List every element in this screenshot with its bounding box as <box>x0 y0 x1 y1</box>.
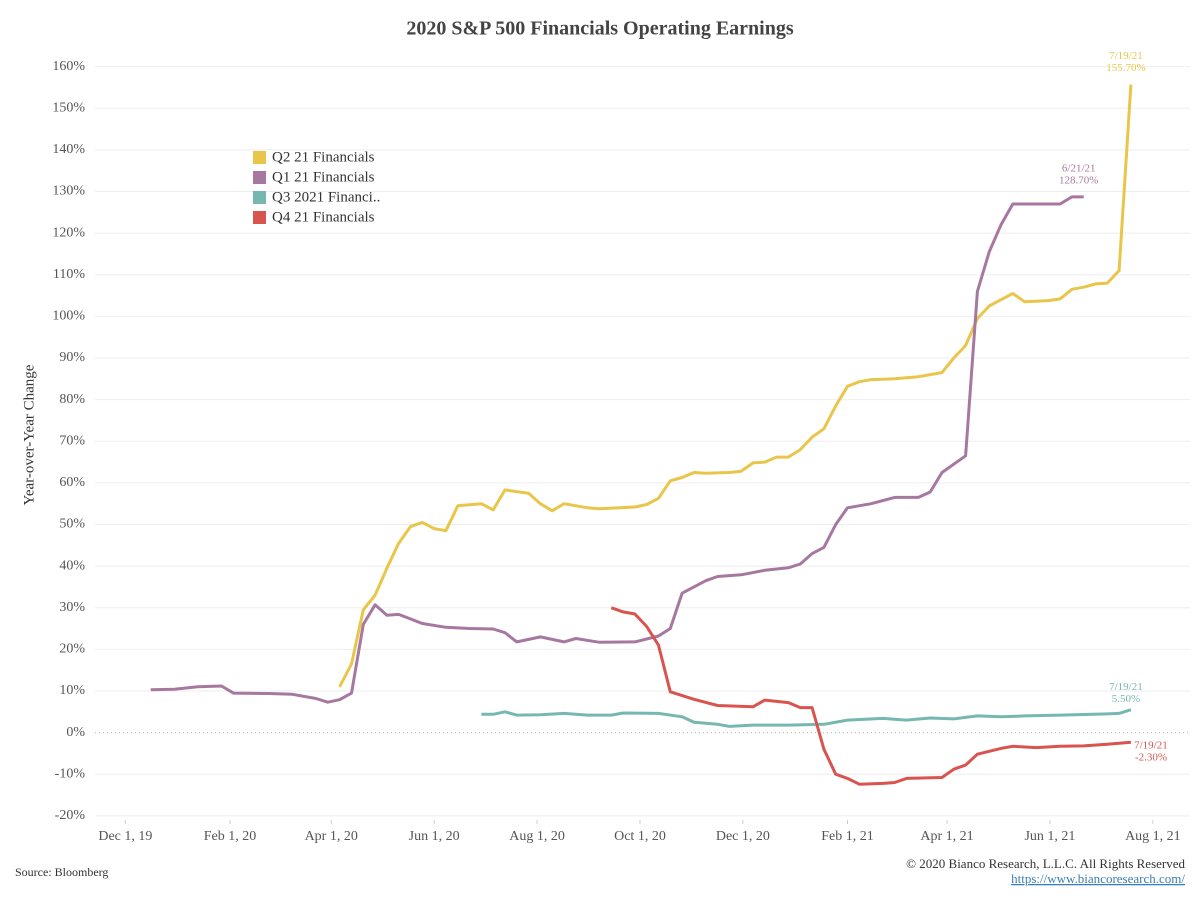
x-tick-label: Dec 1, 19 <box>98 829 152 844</box>
x-tick-label: Jun 1, 21 <box>1024 829 1075 844</box>
end-label: 7/19/21 <box>1109 681 1143 693</box>
x-tick-label: Feb 1, 21 <box>821 829 874 844</box>
end-label: 5.50% <box>1112 693 1140 705</box>
series-line <box>150 195 1084 704</box>
y-tick-label: 30% <box>59 600 85 615</box>
y-tick-label: 160% <box>52 59 85 74</box>
copyright: © 2020 Bianco Research, L.L.C. All Right… <box>906 856 1185 871</box>
y-tick-label: 150% <box>52 100 85 115</box>
y-tick-label: 80% <box>59 392 85 407</box>
y-tick-label: 110% <box>53 267 85 282</box>
end-label: -2.30% <box>1135 752 1167 764</box>
legend-label: Q2 21 Financials <box>272 149 375 165</box>
end-label: 128.70% <box>1059 174 1098 186</box>
y-tick-label: 60% <box>59 475 85 490</box>
x-tick-label: Feb 1, 20 <box>204 829 257 844</box>
legend-swatch <box>253 171 266 184</box>
y-tick-label: 40% <box>59 558 85 573</box>
y-tick-label: 0% <box>66 725 85 740</box>
x-tick-label: Oct 1, 20 <box>614 829 666 844</box>
y-tick-label: 10% <box>59 683 85 698</box>
y-tick-label: 50% <box>59 517 85 532</box>
y-axis-label: Year-over-Year Change <box>21 364 37 505</box>
y-tick-label: 130% <box>52 184 85 199</box>
legend-swatch <box>253 151 266 164</box>
end-label: 7/19/21 <box>1134 740 1168 752</box>
end-label: 155.70% <box>1106 62 1145 74</box>
legend-label: Q4 21 Financials <box>272 209 375 225</box>
legend-swatch <box>253 211 266 224</box>
x-tick-label: Dec 1, 20 <box>716 829 770 844</box>
url-link[interactable]: https://www.biancoresearch.com/ <box>1011 871 1185 886</box>
x-tick-label: Jun 1, 20 <box>409 829 460 844</box>
legend-label: Q1 21 Financials <box>272 169 375 185</box>
series-line <box>610 606 1132 786</box>
legend-label: Q3 2021 Financi.. <box>272 189 380 205</box>
series-line <box>481 708 1132 728</box>
end-label: 6/21/21 <box>1062 162 1096 174</box>
x-tick-label: Aug 1, 20 <box>509 829 565 844</box>
series-line <box>338 84 1133 688</box>
y-tick-label: 20% <box>59 642 85 657</box>
y-tick-label: 100% <box>52 309 85 324</box>
x-tick-label: Apr 1, 20 <box>305 829 358 844</box>
y-tick-label: -20% <box>55 808 86 823</box>
legend-swatch <box>253 191 266 204</box>
y-tick-label: 90% <box>59 350 85 365</box>
y-tick-label: 140% <box>52 142 85 157</box>
y-tick-label: -10% <box>55 766 86 781</box>
chart-title: 2020 S&P 500 Financials Operating Earnin… <box>406 18 793 40</box>
y-tick-label: 70% <box>59 433 85 448</box>
y-tick-label: 120% <box>52 225 85 240</box>
x-tick-label: Aug 1, 21 <box>1125 829 1181 844</box>
x-tick-label: Apr 1, 21 <box>920 829 973 844</box>
source: Source: Bloomberg <box>15 865 108 879</box>
end-label: 7/19/21 <box>1109 50 1143 62</box>
